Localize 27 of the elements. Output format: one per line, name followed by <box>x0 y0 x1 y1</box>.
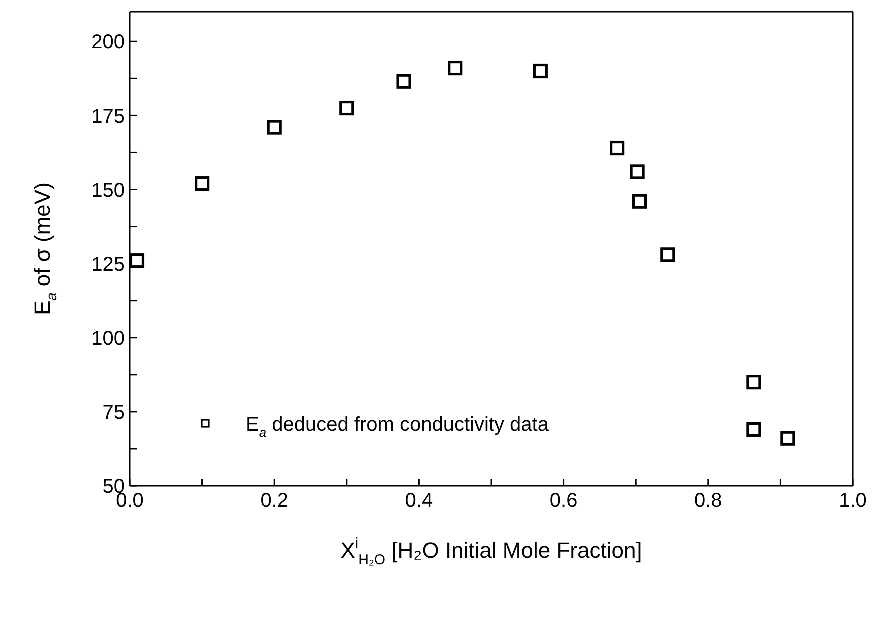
point <box>660 248 676 262</box>
x-tick-label: 1.0 <box>839 490 867 512</box>
point <box>195 176 210 192</box>
point <box>610 140 625 156</box>
y-tick-label: 75 <box>102 402 125 424</box>
y-tick-label: 150 <box>92 180 125 202</box>
point <box>533 64 548 79</box>
x-tick-label: 0.6 <box>550 490 578 512</box>
y-tick-label: 100 <box>92 328 125 350</box>
point <box>396 74 412 89</box>
point <box>780 431 796 446</box>
x-tick-label: 0.4 <box>405 490 434 512</box>
y-tick-label: 175 <box>92 106 125 128</box>
point <box>267 120 282 135</box>
point <box>632 194 648 209</box>
point <box>448 60 463 76</box>
x-tick-label: 0.2 <box>260 490 289 512</box>
y-tick-label: 125 <box>92 254 125 276</box>
x-axis-title: X$^{i}$$_{H₂O}$ [H₂O Initial Mole Fraction] <box>340 536 642 569</box>
point <box>746 422 762 438</box>
point <box>746 375 762 390</box>
point <box>630 164 645 180</box>
x-tick-label: 0.8 <box>694 490 722 512</box>
point <box>340 100 354 116</box>
point <box>130 254 145 268</box>
legend-label: E$_{a}$ deduced from conductivity data <box>246 414 550 440</box>
y-tick-label: 200 <box>92 32 125 54</box>
